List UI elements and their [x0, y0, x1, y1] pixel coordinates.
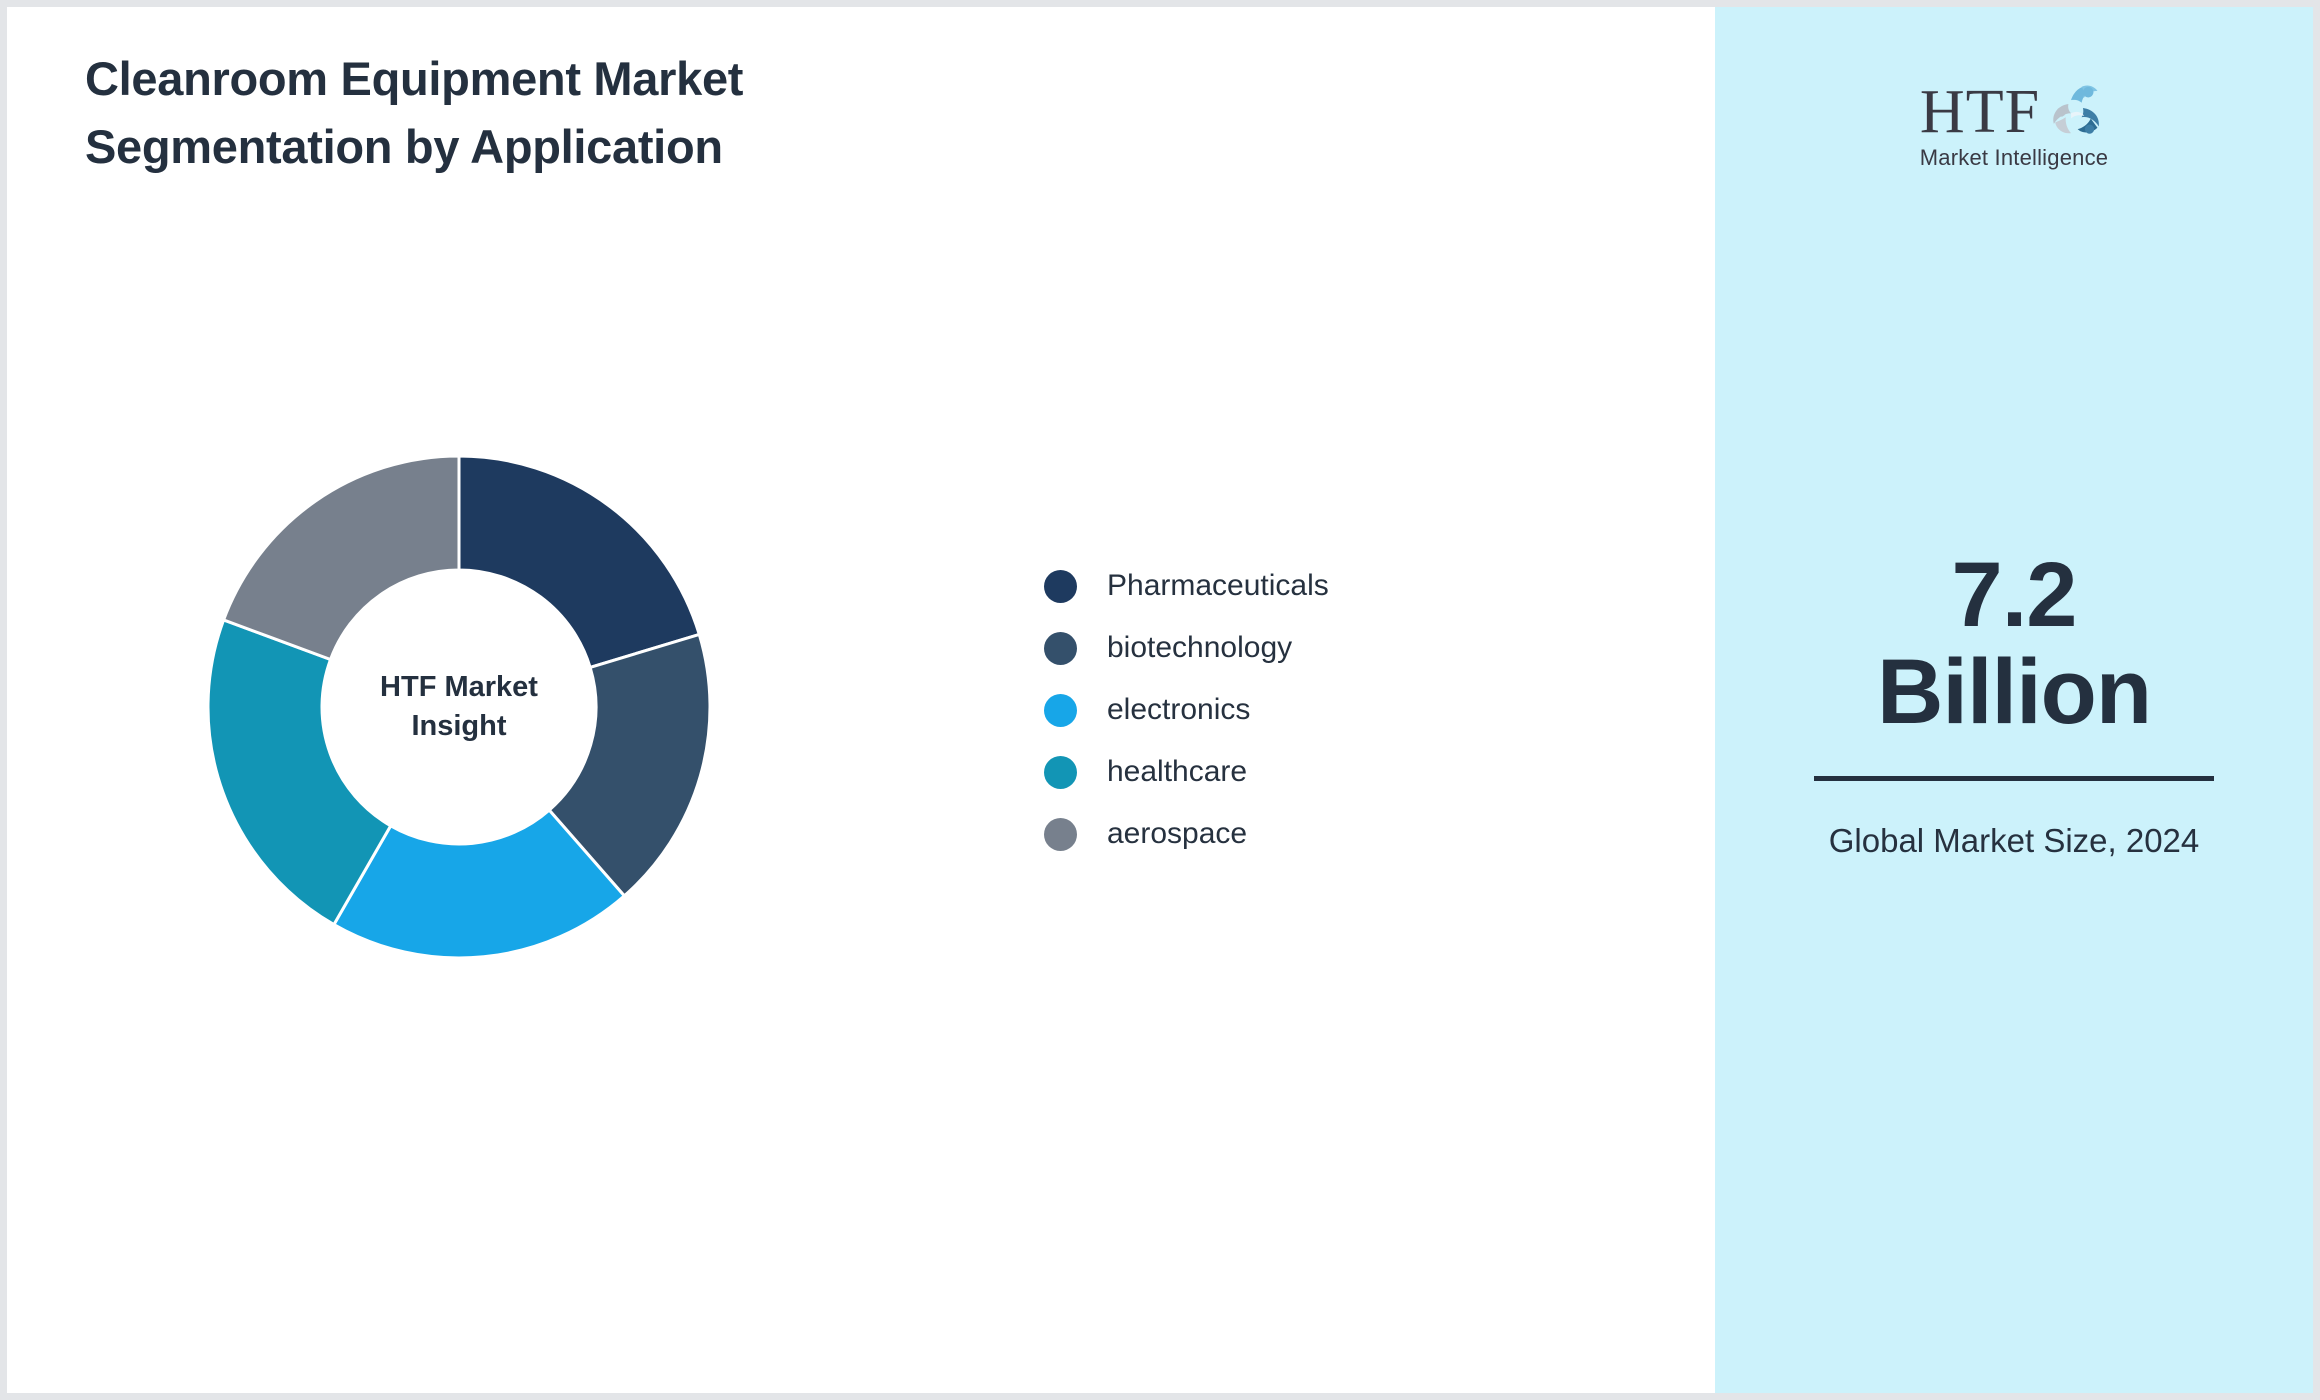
- donut-chart: HTF Market Insight: [201, 449, 717, 965]
- stat-divider: [1814, 776, 2214, 782]
- legend-item[interactable]: Pharmaceuticals: [1044, 555, 1329, 617]
- donut-slice-electronics[interactable]: [331, 807, 627, 960]
- logo-wordmark: HTF: [1919, 78, 2041, 146]
- donut-slice-aerospace[interactable]: [221, 454, 461, 662]
- donut-chart-svg: [206, 454, 712, 960]
- logo-top-row: HTF: [1894, 69, 2134, 143]
- htf-trio-figures-logomark: [2053, 85, 2099, 134]
- stat-pane: HTF: [1715, 7, 2313, 1393]
- legend-swatch-icon: [1044, 755, 1077, 789]
- legend-item[interactable]: biotechnology: [1044, 617, 1329, 679]
- chart-pane: Cleanroom Equipment Market Segmentation …: [7, 7, 1715, 1393]
- legend-swatch-icon: [1044, 693, 1077, 727]
- stat-block: 7.2 Billion Global Market Size, 2024: [1804, 547, 2224, 865]
- donut-slice-group: [206, 454, 712, 960]
- legend-swatch-icon: [1044, 631, 1077, 665]
- legend-item-label: healthcare: [1107, 755, 1248, 788]
- legend-item[interactable]: electronics: [1044, 679, 1329, 741]
- legend-item-label: biotechnology: [1107, 631, 1293, 664]
- donut-slice-healthcare[interactable]: [206, 617, 393, 927]
- page-title: Cleanroom Equipment Market Segmentation …: [85, 52, 744, 174]
- legend-swatch-icon: [1044, 569, 1077, 603]
- legend-item-label: electronics: [1107, 693, 1251, 726]
- legend-swatch-icon: [1044, 817, 1077, 851]
- legend-item[interactable]: aerospace: [1044, 803, 1329, 865]
- stat-value: 7.2 Billion: [1876, 544, 2152, 743]
- logo-tagline: Market Intelligence: [1919, 145, 2109, 170]
- legend-item-label: Pharmaceuticals: [1107, 569, 1329, 602]
- htf-logo: HTF: [1894, 69, 2134, 171]
- chart-legend: Pharmaceuticals biotechnology electronics h…: [1044, 555, 1329, 865]
- donut-slice-biotechnology[interactable]: [547, 632, 712, 898]
- donut-slice-pharmaceuticals[interactable]: [457, 454, 702, 670]
- legend-item-label: aerospace: [1107, 817, 1248, 850]
- infographic-card: Cleanroom Equipment Market Segmentation …: [7, 7, 2313, 1393]
- legend-item[interactable]: healthcare: [1044, 741, 1329, 803]
- stat-caption: Global Market Size, 2024: [1828, 822, 2200, 860]
